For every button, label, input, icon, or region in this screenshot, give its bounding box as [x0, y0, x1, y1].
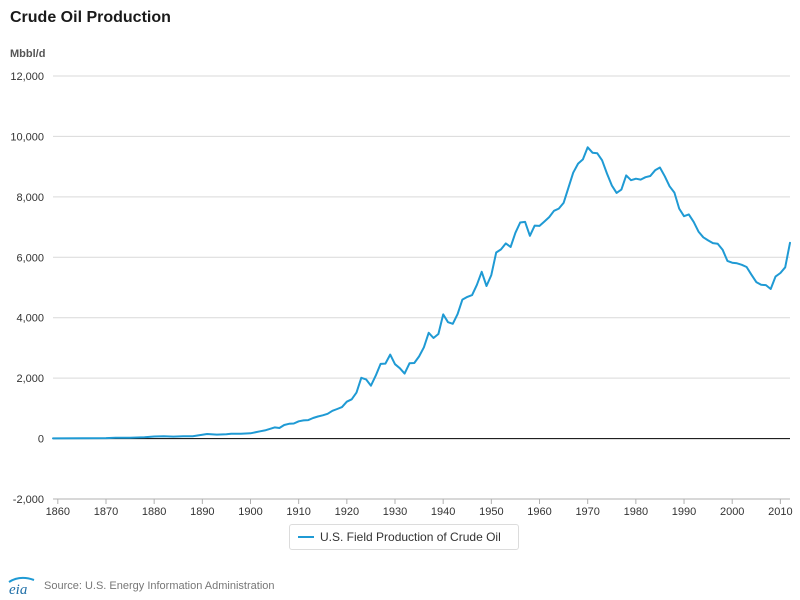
y-tick-label: -2,000	[13, 494, 44, 506]
x-tick-label: 2010	[768, 506, 792, 518]
line-chart: -2,000 0 2,000 4,000 6,000 8,000 10,000 12,000 1…	[10, 71, 792, 518]
x-tick-label: 1980	[624, 506, 648, 518]
x-tick-label: 1890	[190, 506, 214, 518]
eia-logo-icon[interactable]: eia	[6, 574, 42, 596]
y-axis-unit-label: Mbbl/d	[10, 48, 46, 60]
x-tick-label: 1930	[383, 506, 407, 518]
x-tick-label: 1940	[431, 506, 455, 518]
y-tick-label: 2,000	[16, 373, 44, 385]
y-tick-label: 0	[38, 434, 44, 446]
chart-title: Crude Oil Production	[10, 9, 171, 26]
x-tick-label: 1880	[142, 506, 166, 518]
y-tick-label: 4,000	[16, 313, 44, 325]
x-tick-label: 1870	[94, 506, 118, 518]
y-tick-label: 8,000	[16, 192, 44, 204]
x-tick-label: 1990	[672, 506, 696, 518]
y-tick-label: 12,000	[10, 71, 44, 83]
legend[interactable]: U.S. Field Production of Crude Oil	[289, 524, 519, 550]
legend-label: U.S. Field Production of Crude Oil	[320, 530, 501, 544]
source-note: Source: U.S. Energy Information Administ…	[44, 580, 275, 592]
x-tick-label: 1900	[238, 506, 262, 518]
legend-swatch	[298, 536, 314, 538]
x-tick-label: 1960	[527, 506, 551, 518]
x-tick-label: 1950	[479, 506, 503, 518]
x-tick-label: 1920	[335, 506, 359, 518]
x-tick-label: 1910	[286, 506, 310, 518]
x-tick-label: 1970	[575, 506, 599, 518]
y-tick-label: 6,000	[16, 252, 44, 264]
eia-logo-text: eia	[9, 582, 27, 596]
series-line-us-field-production	[52, 146, 791, 440]
x-tick-label: 2000	[720, 506, 744, 518]
x-tick-label: 1860	[46, 506, 70, 518]
y-tick-label: 10,000	[10, 131, 44, 143]
